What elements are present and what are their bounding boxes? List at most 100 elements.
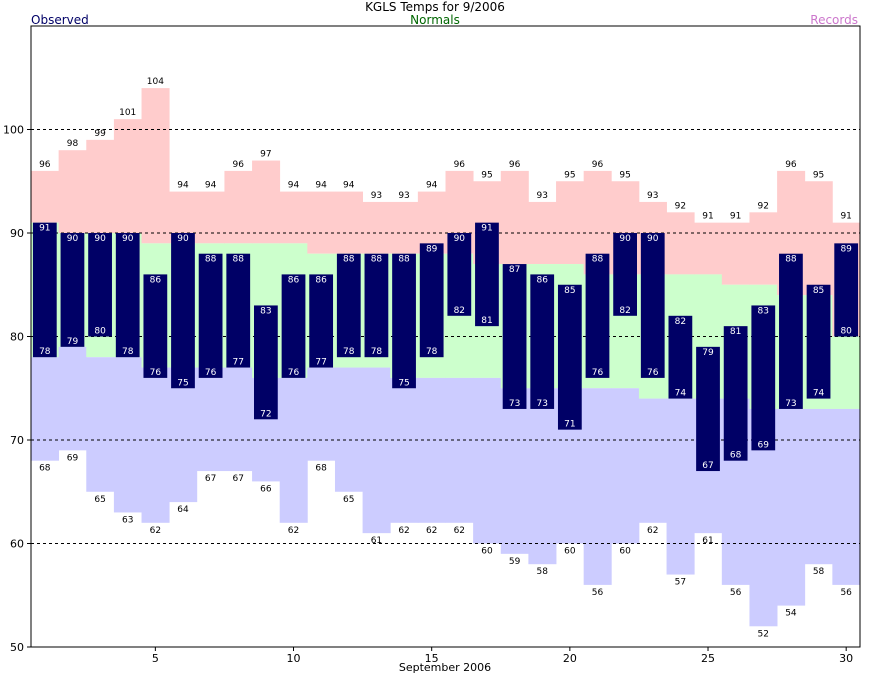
observed-low-label: 73: [785, 399, 796, 409]
record-high-label: 96: [785, 160, 797, 170]
observed-low-label: 75: [398, 378, 409, 388]
record-low-label: 67: [205, 474, 216, 484]
observed-high-label: 87: [509, 265, 520, 275]
record-low-label: 56: [730, 588, 742, 598]
observed-bar: [530, 274, 555, 409]
observed-low-label: 77: [233, 358, 244, 368]
chart-title: KGLS Temps for 9/2006: [365, 0, 505, 14]
observed-high-label: 86: [315, 275, 327, 285]
record-low-band: [417, 377, 446, 523]
observed-high-label: 82: [675, 317, 686, 327]
observed-high-label: 91: [481, 224, 492, 234]
y-tick-label: 60: [10, 538, 24, 551]
record-low-label: 62: [426, 526, 437, 536]
observed-bar: [502, 264, 527, 409]
observed-low-label: 74: [813, 389, 825, 399]
record-high-label: 91: [702, 212, 713, 222]
x-tick-label: 5: [152, 652, 159, 665]
record-low-label: 65: [94, 495, 105, 505]
record-high-label: 94: [288, 181, 300, 191]
observed-low-label: 81: [481, 316, 492, 326]
observed-low-label: 78: [122, 347, 134, 357]
observed-low-label: 69: [758, 440, 770, 450]
observed-bar: [32, 222, 57, 358]
record-low-label: 68: [39, 464, 51, 474]
observed-bar: [198, 253, 223, 378]
record-low-band: [141, 367, 170, 523]
observed-low-label: 79: [67, 337, 79, 347]
observed-high-label: 90: [619, 234, 631, 244]
x-tick-label: 10: [287, 652, 301, 665]
observed-bars: [32, 222, 859, 472]
observed-high-label: 90: [647, 234, 659, 244]
record-high-band: [666, 212, 695, 275]
record-high-band: [58, 150, 87, 233]
record-high-band: [804, 181, 833, 296]
observed-bar: [613, 233, 637, 316]
record-low-label: 61: [371, 536, 382, 546]
record-high-band: [31, 170, 60, 223]
record-high-label: 95: [619, 170, 630, 180]
observed-bar: [585, 253, 610, 378]
normal-band: [832, 336, 861, 409]
observed-bar: [88, 233, 112, 337]
observed-low-label: 76: [288, 368, 300, 378]
record-high-band: [252, 160, 281, 244]
record-low-band: [196, 367, 225, 472]
y-tick-label: 100: [3, 124, 24, 137]
record-low-label: 64: [177, 505, 189, 515]
record-high-label: 96: [509, 160, 521, 170]
record-high-label: 98: [67, 139, 79, 149]
observed-bar: [143, 274, 168, 378]
record-high-label: 104: [147, 77, 164, 87]
record-high-band: [390, 201, 419, 254]
observed-low-label: 80: [840, 327, 852, 337]
observed-high-label: 83: [758, 306, 769, 316]
observed-bar: [779, 253, 803, 409]
record-low-band: [58, 346, 87, 451]
record-low-band: [362, 367, 391, 534]
observed-high-label: 85: [813, 286, 824, 296]
record-low-label: 54: [785, 609, 797, 619]
legend-observed: Observed: [31, 13, 89, 27]
observed-high-label: 88: [205, 255, 217, 265]
legend-normals: Normals: [410, 13, 460, 27]
y-tick-label: 70: [10, 434, 24, 447]
observed-high-label: 90: [454, 234, 466, 244]
record-high-label: 91: [840, 212, 851, 222]
record-low-label: 69: [67, 453, 79, 463]
record-low-band: [611, 388, 640, 544]
observed-bar: [475, 222, 499, 327]
observed-bar: [336, 253, 361, 358]
record-low-label: 56: [592, 588, 604, 598]
observed-low-label: 76: [205, 368, 217, 378]
record-low-band: [31, 357, 60, 461]
observed-low-label: 76: [150, 368, 162, 378]
record-low-band: [583, 388, 612, 585]
y-tick-label: 90: [10, 227, 24, 240]
record-low-band: [638, 398, 667, 523]
observed-bar: [60, 233, 85, 347]
observed-bar: [254, 305, 278, 420]
record-high-band: [196, 191, 225, 244]
observed-high-label: 90: [67, 234, 79, 244]
record-low-label: 60: [564, 547, 576, 557]
record-low-label: 52: [758, 629, 769, 639]
record-high-label: 93: [371, 191, 382, 201]
observed-bar: [364, 253, 389, 358]
observed-bar: [751, 305, 776, 451]
observed-high-label: 83: [260, 306, 271, 316]
record-low-band: [86, 357, 115, 492]
observed-high-label: 79: [702, 348, 714, 358]
record-low-label: 62: [150, 526, 161, 536]
observed-low-label: 76: [647, 368, 659, 378]
observed-low-label: 78: [39, 347, 51, 357]
record-high-band: [86, 139, 115, 233]
observed-low-label: 68: [730, 451, 742, 461]
observed-low-label: 80: [94, 327, 106, 337]
record-low-band: [666, 398, 695, 575]
observed-bar: [806, 284, 831, 399]
axes: 50 60 70 80 90 100 5 10 15 20 25 30: [3, 25, 861, 665]
record-high-band: [362, 201, 391, 254]
